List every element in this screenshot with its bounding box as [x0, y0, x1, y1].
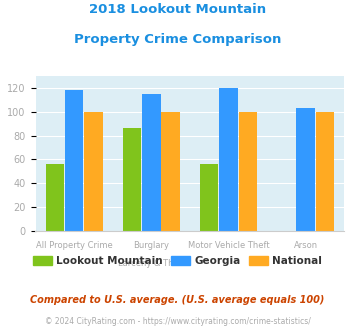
- Bar: [219, 88, 238, 231]
- Bar: [84, 112, 103, 231]
- Bar: [45, 164, 64, 231]
- Bar: [162, 112, 180, 231]
- Text: Property Crime Comparison: Property Crime Comparison: [74, 33, 281, 46]
- Text: Compared to U.S. average. (U.S. average equals 100): Compared to U.S. average. (U.S. average …: [30, 295, 325, 305]
- Bar: [142, 94, 160, 231]
- Text: Burglary: Burglary: [133, 241, 169, 250]
- Legend: Lookout Mountain, Georgia, National: Lookout Mountain, Georgia, National: [29, 252, 326, 270]
- Text: Arson: Arson: [294, 241, 318, 250]
- Bar: [296, 108, 315, 231]
- Bar: [200, 164, 218, 231]
- Bar: [123, 128, 141, 231]
- Text: Larceny & Theft: Larceny & Theft: [118, 259, 185, 268]
- Text: Motor Vehicle Theft: Motor Vehicle Theft: [188, 241, 269, 250]
- Text: All Property Crime: All Property Crime: [36, 241, 113, 250]
- Bar: [316, 112, 334, 231]
- Text: © 2024 CityRating.com - https://www.cityrating.com/crime-statistics/: © 2024 CityRating.com - https://www.city…: [45, 317, 310, 326]
- Text: 2018 Lookout Mountain: 2018 Lookout Mountain: [89, 3, 266, 16]
- Bar: [239, 112, 257, 231]
- Bar: [65, 90, 83, 231]
